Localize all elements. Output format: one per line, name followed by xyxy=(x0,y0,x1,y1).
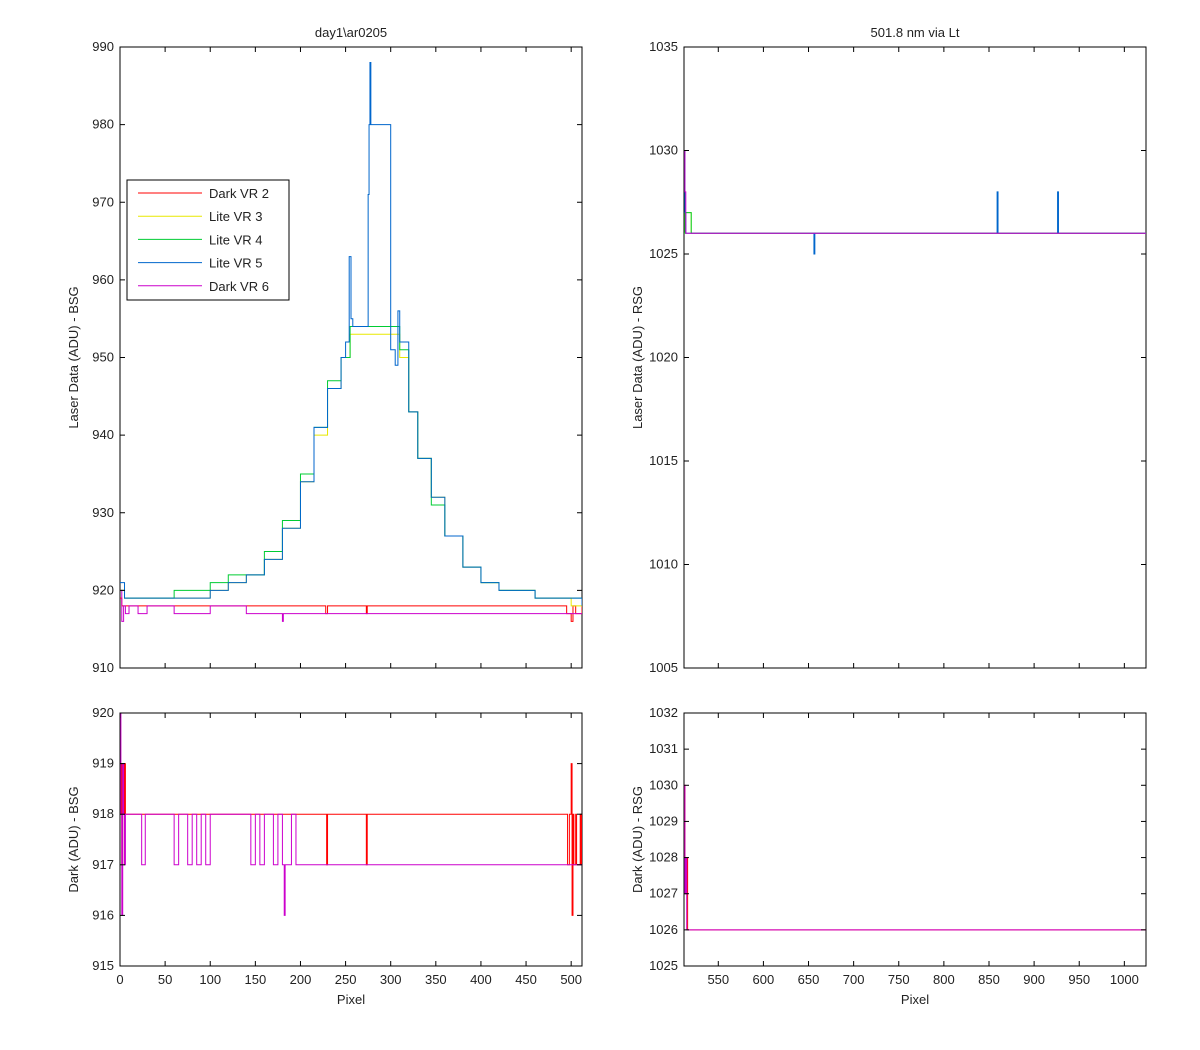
chart-bottom-left: 0 50 100 150 200 250 300 350 400 450 500 915 916 917 9… xyxy=(66,705,583,1007)
y-tick-label: 930 xyxy=(92,505,114,520)
x-tick-label: 100 xyxy=(199,972,221,987)
x-tick-label: 650 xyxy=(798,972,820,987)
legend-label: Dark VR 6 xyxy=(209,279,269,294)
legend-box xyxy=(126,179,290,301)
x-tick-label: 200 xyxy=(290,972,312,987)
legend-label: Lite VR 3 xyxy=(209,209,262,224)
x-tick-label: 600 xyxy=(753,972,775,987)
y-axis-label: Laser Data (ADU) - RSG xyxy=(630,286,645,429)
y-tick-label: 920 xyxy=(92,705,114,720)
legend-label: Dark VR 2 xyxy=(209,186,269,201)
x-tick-label: 700 xyxy=(843,972,865,987)
y-tick-label: 1025 xyxy=(649,246,678,261)
y-tick-label: 915 xyxy=(92,958,114,973)
x-tick-label: 0 xyxy=(116,972,123,987)
chart-bottom-right: 550 600 650 700 750 800 850 900 950 1000 1025 1026 1… xyxy=(630,705,1147,1007)
y-tick-label: 917 xyxy=(92,857,114,872)
x-axis-label: Pixel xyxy=(901,992,929,1007)
plot-area xyxy=(683,46,1147,669)
y-tick-label: 910 xyxy=(92,660,114,675)
y-axis-label: Laser Data (ADU) - BSG xyxy=(66,286,81,428)
y-tick-label: 1031 xyxy=(649,741,678,756)
plot-area xyxy=(683,712,1147,967)
y-tick-label: 1029 xyxy=(649,813,678,828)
y-tick-label: 920 xyxy=(92,582,114,597)
y-tick-label: 1035 xyxy=(649,39,678,54)
x-tick-label: 750 xyxy=(888,972,910,987)
y-tick-label: 940 xyxy=(92,427,114,442)
y-tick-label: 1030 xyxy=(649,777,678,792)
series-line-lite-vr-5 xyxy=(120,62,582,606)
y-tick-label: 1025 xyxy=(649,958,678,973)
x-tick-label: 900 xyxy=(1023,972,1045,987)
legend: Dark VR 2 Lite VR 3 Lite VR 4 Lite VR 5 Dark… xyxy=(126,179,290,301)
x-tick-label: 800 xyxy=(933,972,955,987)
y-tick-label: 950 xyxy=(92,350,114,365)
y-tick-label: 1026 xyxy=(649,922,678,937)
y-tick-label: 970 xyxy=(92,194,114,209)
y-tick-label: 1032 xyxy=(649,705,678,720)
x-tick-label: 850 xyxy=(978,972,1000,987)
y-tick-label: 980 xyxy=(92,117,114,132)
y-tick-label: 919 xyxy=(92,756,114,771)
series-line-dark-vr-6 xyxy=(120,589,582,622)
x-tick-label: 350 xyxy=(425,972,447,987)
x-tick-label: 300 xyxy=(380,972,402,987)
y-tick-label: 1015 xyxy=(649,453,678,468)
y-tick-label: 960 xyxy=(92,272,114,287)
y-tick-label: 918 xyxy=(92,806,114,821)
x-tick-label: 950 xyxy=(1068,972,1090,987)
series-group xyxy=(120,62,582,622)
x-tick-label: 1000 xyxy=(1110,972,1139,987)
chart-title: 501.8 nm via Lt xyxy=(871,25,960,40)
y-tick-label: 990 xyxy=(92,39,114,54)
y-tick-label: 1028 xyxy=(649,850,678,865)
y-axis-label: Dark (ADU) - BSG xyxy=(66,786,81,892)
y-tick-label: 1005 xyxy=(649,660,678,675)
x-tick-label: 400 xyxy=(470,972,492,987)
y-tick-label: 1027 xyxy=(649,886,678,901)
x-tick-label: 150 xyxy=(245,972,267,987)
x-axis-label: Pixel xyxy=(337,992,365,1007)
y-tick-label: 1030 xyxy=(649,143,678,158)
y-tick-label: 1020 xyxy=(649,350,678,365)
x-tick-label: 250 xyxy=(335,972,357,987)
x-tick-label: 500 xyxy=(560,972,582,987)
x-tick-label: 550 xyxy=(707,972,729,987)
y-tick-label: 916 xyxy=(92,907,114,922)
y-axis-label: Dark (ADU) - RSG xyxy=(630,786,645,893)
legend-label: Lite VR 4 xyxy=(209,232,262,247)
plot-area xyxy=(119,712,583,967)
x-tick-label: 50 xyxy=(158,972,172,987)
plot-area xyxy=(119,46,583,669)
chart-top-left: 910 920 930 940 950 960 970 980 990 day1\ar0205 La… xyxy=(66,25,583,675)
chart-title: day1\ar0205 xyxy=(315,25,387,40)
chart-top-right: 1005 1010 1015 1020 1025 1030 1035 501.8 nm via… xyxy=(630,25,1147,675)
legend-label: Lite VR 5 xyxy=(209,256,262,271)
x-tick-label: 450 xyxy=(515,972,537,987)
y-tick-label: 1010 xyxy=(649,557,678,572)
